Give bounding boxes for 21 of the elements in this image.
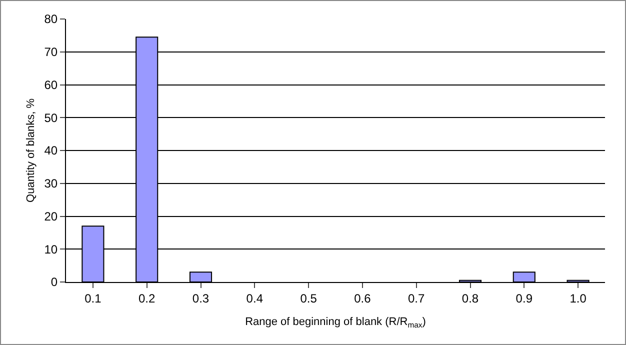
y-tick-label: 0 — [50, 275, 58, 290]
x-tick-label: 1.0 — [570, 291, 587, 306]
x-tick-label: 0.8 — [462, 291, 479, 306]
y-tick-label: 10 — [44, 242, 58, 256]
y-tick-label: 30 — [44, 176, 58, 191]
y-tick-label: 80 — [44, 12, 58, 26]
x-tick-label: 0.4 — [246, 291, 264, 306]
x-tick-label: 0.6 — [354, 291, 372, 306]
x-tick-label: 0.1 — [84, 291, 102, 306]
y-tick-label: 50 — [44, 110, 58, 125]
x-axis-title: Range of beginning of blank (R/R$_{max}$) — [245, 316, 426, 330]
x-tick-label: 0.5 — [300, 291, 318, 306]
x-tick-label: 0.7 — [408, 291, 426, 306]
y-tick-label: 60 — [44, 78, 58, 92]
y-tick-label: 20 — [44, 209, 58, 224]
x-tick-label: 0.3 — [192, 291, 210, 306]
x-tick-label: 0.9 — [516, 291, 533, 306]
y-tick-label: 40 — [44, 144, 58, 158]
x-tick-label: 0.2 — [138, 291, 156, 306]
y-tick-label: 70 — [44, 45, 58, 60]
y-axis-title: Quantity of blanks, % — [25, 98, 37, 202]
